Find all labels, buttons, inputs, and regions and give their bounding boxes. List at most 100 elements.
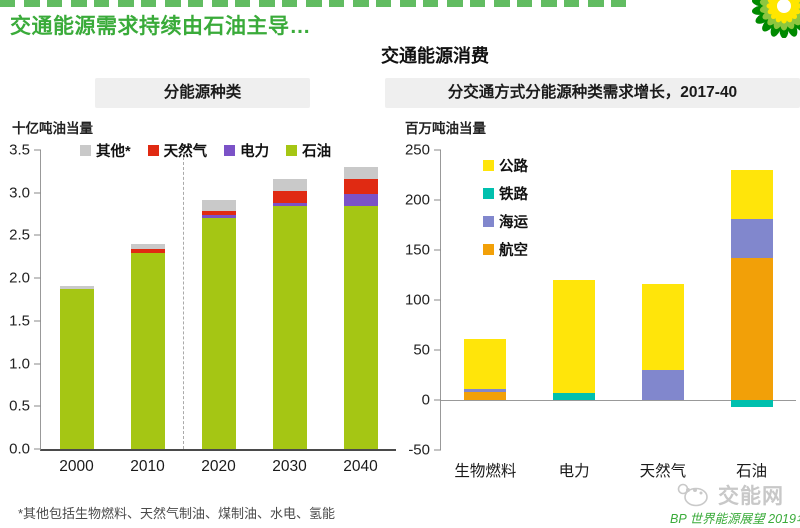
bar-segment [130, 243, 165, 250]
legend-item: 海运 [483, 211, 528, 232]
bar-segment [59, 289, 94, 449]
clipped-text-fragment [0, 0, 632, 7]
chart-title-transport-mode: 分交通方式分能源种类需求增长，2017-40 [385, 78, 800, 108]
tick-mark [34, 192, 41, 194]
tick-label: 2.5 [9, 226, 30, 244]
zero-line [441, 399, 796, 401]
bar-segment [730, 258, 773, 400]
tick-mark [34, 149, 41, 151]
legend-label: 海运 [499, 215, 528, 231]
page-subtitle: 交通能源消费 [381, 46, 489, 66]
tick-mark [34, 363, 41, 365]
legend-item: 天然气 [147, 140, 208, 161]
bar-segment [343, 179, 378, 194]
bar-segment [272, 179, 307, 192]
tick-mark [34, 234, 41, 236]
bar-segment [464, 389, 507, 392]
tick-label: 0.5 [9, 397, 30, 415]
y-axis-unit-label: 十亿吨油当量 [12, 121, 93, 136]
x-axis-label: 生物燃料 [454, 463, 517, 480]
x-axis-label: 2040 [343, 458, 378, 475]
bar-segment [343, 206, 378, 449]
legend-swatch [286, 145, 298, 156]
bar-segment [464, 392, 507, 400]
tick-label: 3.0 [9, 184, 30, 202]
bar-slot: 2020 [183, 150, 254, 475]
bar-segment [343, 193, 378, 207]
x-axis-label: 2000 [59, 458, 94, 475]
legend: 公路铁路海运航空 [483, 155, 528, 260]
tick-mark [434, 399, 441, 401]
tick-mark [434, 149, 441, 151]
bar-segment [201, 200, 236, 211]
bar-segment [272, 191, 307, 203]
tick-label: 2.0 [9, 269, 30, 287]
bar-segment [464, 339, 507, 389]
tick-mark [434, 349, 441, 351]
legend-item: 铁路 [483, 183, 528, 204]
bar-segment [272, 202, 307, 207]
bar-slot: 2000 [41, 150, 112, 475]
legend-swatch [483, 160, 494, 171]
tick-label: -50 [408, 441, 430, 459]
legend-swatch [483, 244, 494, 255]
bar-segment [201, 217, 236, 449]
legend-label: 电力 [240, 144, 270, 160]
legend-label: 天然气 [163, 144, 208, 160]
bar-segment [730, 219, 773, 258]
bar-slot: 生物燃料 [441, 150, 530, 480]
legend-swatch [224, 145, 236, 156]
legend-item: 公路 [483, 155, 528, 176]
bar-segment [201, 214, 236, 218]
legend-label: 航空 [499, 243, 528, 259]
bar-segment [343, 167, 378, 180]
bar-segment [553, 393, 596, 400]
tick-label: 1.5 [9, 312, 30, 330]
projection-divider [183, 152, 184, 449]
bar-segment [201, 210, 236, 215]
x-axis-label: 2020 [201, 458, 236, 475]
tick-mark [34, 448, 41, 450]
x-axis-label: 2010 [130, 458, 165, 475]
plot-area: 0.0 0.5 1.0 1.5 2.0 2.5 3.0 3.5 2000 2010 2020 2030… [9, 142, 396, 475]
bp-helios-logo [752, 0, 800, 38]
legend-swatch [80, 145, 91, 156]
x-axis-label: 2030 [272, 458, 307, 475]
x-axis-label: 电力 [558, 463, 590, 480]
legend-swatch [147, 145, 159, 156]
legend-item: 石油 [286, 140, 331, 161]
bar-slot: 2030 [254, 150, 325, 475]
legend-swatch [483, 188, 494, 199]
bar-segment [130, 253, 165, 449]
source-text: BP 世界能源展望 2019年中文版 [670, 512, 800, 526]
tick-label: 250 [404, 141, 430, 159]
panda-icon [677, 483, 708, 507]
tick-mark [434, 449, 441, 451]
tick-mark [434, 299, 441, 301]
bar-segment [272, 206, 307, 449]
tick-label: 0.0 [9, 440, 30, 458]
bar-segment [59, 285, 94, 290]
legend-label: 铁路 [499, 187, 528, 203]
watermark: 交能网 [674, 480, 784, 510]
tick-mark [434, 199, 441, 201]
tick-mark [34, 320, 41, 322]
x-axis-label: 天然气 [639, 463, 687, 480]
tick-label: 100 [404, 291, 430, 309]
plot-area: -50 0 50 100 150 200 250 生物燃料 电力 天然气 石油 [405, 142, 796, 480]
legend-item: 航空 [483, 239, 528, 260]
bar-segment [553, 280, 596, 393]
tick-label: 3.5 [9, 141, 30, 159]
tick-mark [434, 249, 441, 251]
tick-mark [34, 277, 41, 279]
legend-label: 其他* [96, 144, 131, 160]
chart-title-energy-type: 分能源种类 [95, 78, 310, 108]
tick-label: 1.0 [9, 355, 30, 373]
tick-label: 50 [413, 341, 430, 359]
legend-swatch [483, 216, 494, 227]
bar-slot: 2010 [112, 150, 183, 475]
bar-segment [641, 370, 684, 400]
bar-segment [730, 400, 773, 407]
bar-slot: 电力 [530, 150, 619, 480]
